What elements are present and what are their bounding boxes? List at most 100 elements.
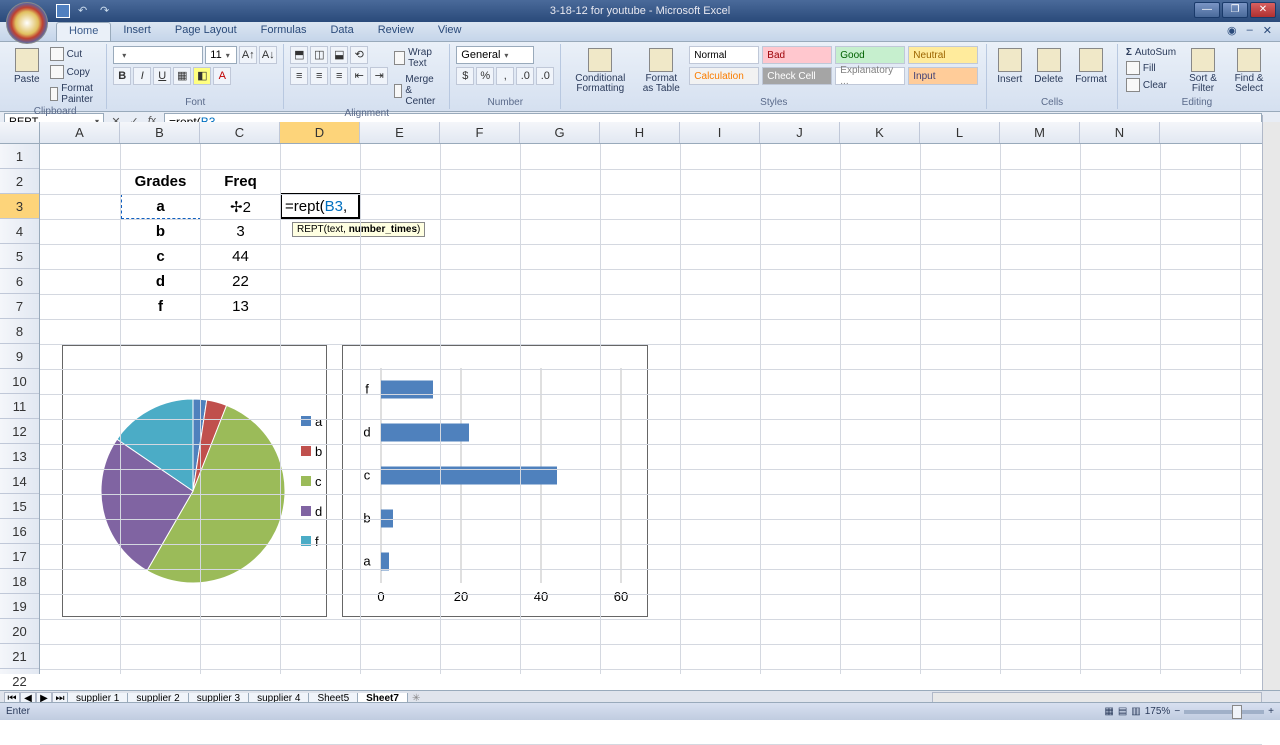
row-header-21[interactable]: 21: [0, 644, 39, 669]
font-name-combo[interactable]: [113, 46, 203, 64]
align-right-button[interactable]: ≡: [330, 67, 348, 85]
comma-button[interactable]: ,: [496, 67, 514, 85]
row-header-15[interactable]: 15: [0, 494, 39, 519]
row-header-3[interactable]: 3: [0, 194, 39, 219]
font-size-combo[interactable]: 11: [205, 46, 237, 64]
col-header-K[interactable]: K: [840, 122, 920, 143]
copy-button[interactable]: Copy: [48, 64, 101, 80]
min-ribbon-icon[interactable]: –: [1247, 24, 1253, 37]
orientation-button[interactable]: ⟲: [350, 46, 368, 64]
row-header-20[interactable]: 20: [0, 619, 39, 644]
col-header-A[interactable]: A: [40, 122, 120, 143]
number-format-combo[interactable]: General: [456, 46, 534, 64]
sort-filter-button[interactable]: Sort & Filter: [1182, 46, 1224, 96]
col-header-I[interactable]: I: [680, 122, 760, 143]
row-header-14[interactable]: 14: [0, 469, 39, 494]
autosum-button[interactable]: ΣAutoSum: [1124, 46, 1178, 59]
save-icon[interactable]: [56, 4, 70, 18]
wrap-text-button[interactable]: Wrap Text: [392, 46, 443, 70]
grow-font-button[interactable]: A↑: [239, 46, 257, 64]
align-bottom-button[interactable]: ⬓: [330, 46, 348, 64]
border-button[interactable]: ▦: [173, 67, 191, 85]
style-good[interactable]: Good: [835, 46, 905, 64]
close-button[interactable]: ✕: [1250, 2, 1276, 18]
row-header-16[interactable]: 16: [0, 519, 39, 544]
row-header-17[interactable]: 17: [0, 544, 39, 569]
format-as-table-button[interactable]: Format as Table: [637, 46, 685, 96]
worksheet-grid[interactable]: ABCDEFGHIJKLMN 1234567891011121314151617…: [0, 122, 1280, 690]
ribbon-tab-data[interactable]: Data: [318, 22, 365, 41]
insert-cells-button[interactable]: Insert: [993, 46, 1026, 87]
row-header-11[interactable]: 11: [0, 394, 39, 419]
indent-inc-button[interactable]: ⇥: [370, 67, 388, 85]
row-header-10[interactable]: 10: [0, 369, 39, 394]
shrink-font-button[interactable]: A↓: [259, 46, 277, 64]
row-header-6[interactable]: 6: [0, 269, 39, 294]
find-select-button[interactable]: Find & Select: [1228, 46, 1270, 96]
col-header-D[interactable]: D: [280, 122, 360, 143]
italic-button[interactable]: I: [133, 67, 151, 85]
align-center-button[interactable]: ≡: [310, 67, 328, 85]
style-bad[interactable]: Bad: [762, 46, 832, 64]
align-left-button[interactable]: ≡: [290, 67, 308, 85]
col-header-F[interactable]: F: [440, 122, 520, 143]
conditional-formatting-button[interactable]: Conditional Formatting: [567, 46, 633, 96]
indent-dec-button[interactable]: ⇤: [350, 67, 368, 85]
row-header-9[interactable]: 9: [0, 344, 39, 369]
ribbon-tab-review[interactable]: Review: [366, 22, 426, 41]
view-layout-icon[interactable]: ▤: [1118, 706, 1127, 717]
style-neutral[interactable]: Neutral: [908, 46, 978, 64]
office-button[interactable]: [6, 2, 48, 44]
row-headers[interactable]: 12345678910111213141516171819202122: [0, 144, 40, 674]
help-icon[interactable]: ◉: [1227, 24, 1237, 37]
col-header-B[interactable]: B: [120, 122, 200, 143]
row-header-2[interactable]: 2: [0, 169, 39, 194]
row-header-18[interactable]: 18: [0, 569, 39, 594]
view-break-icon[interactable]: ▥: [1131, 706, 1140, 717]
fill-color-button[interactable]: ◧: [193, 67, 211, 85]
align-top-button[interactable]: ⬒: [290, 46, 308, 64]
style-calculation[interactable]: Calculation: [689, 67, 759, 85]
row-header-7[interactable]: 7: [0, 294, 39, 319]
col-header-E[interactable]: E: [360, 122, 440, 143]
col-header-N[interactable]: N: [1080, 122, 1160, 143]
col-header-M[interactable]: M: [1000, 122, 1080, 143]
col-header-H[interactable]: H: [600, 122, 680, 143]
redo-icon[interactable]: ↷: [100, 4, 114, 18]
font-color-button[interactable]: A: [213, 67, 231, 85]
zoom-out-icon[interactable]: −: [1174, 706, 1180, 717]
cut-button[interactable]: Cut: [48, 46, 101, 62]
percent-button[interactable]: %: [476, 67, 494, 85]
col-header-C[interactable]: C: [200, 122, 280, 143]
row-header-19[interactable]: 19: [0, 594, 39, 619]
active-cell[interactable]: =rept(B3,: [280, 193, 360, 219]
merge-center-button[interactable]: Merge & Center: [392, 73, 443, 108]
zoom-in-icon[interactable]: +: [1268, 706, 1274, 717]
row-header-5[interactable]: 5: [0, 244, 39, 269]
bold-button[interactable]: B: [113, 67, 131, 85]
inc-decimal-button[interactable]: .0: [516, 67, 534, 85]
quick-access-toolbar[interactable]: ↶ ↷: [56, 4, 114, 18]
maximize-button[interactable]: ❐: [1222, 2, 1248, 18]
ribbon-tab-page-layout[interactable]: Page Layout: [163, 22, 249, 41]
ribbon-tab-home[interactable]: Home: [56, 22, 111, 41]
doc-close-icon[interactable]: ✕: [1263, 24, 1272, 37]
align-middle-button[interactable]: ◫: [310, 46, 328, 64]
row-header-8[interactable]: 8: [0, 319, 39, 344]
ribbon-tab-view[interactable]: View: [426, 22, 474, 41]
format-cells-button[interactable]: Format: [1071, 46, 1111, 87]
bar-chart[interactable]: 0204060fdcba: [342, 345, 648, 617]
style-checkcell[interactable]: Check Cell: [762, 67, 832, 85]
dec-decimal-button[interactable]: .0: [536, 67, 554, 85]
ribbon-tab-insert[interactable]: Insert: [111, 22, 163, 41]
vertical-scrollbar[interactable]: [1262, 122, 1280, 690]
minimize-button[interactable]: —: [1194, 2, 1220, 18]
row-header-12[interactable]: 12: [0, 419, 39, 444]
undo-icon[interactable]: ↶: [78, 4, 92, 18]
style-normal[interactable]: Normal: [689, 46, 759, 64]
paste-button[interactable]: Paste: [10, 46, 44, 87]
view-normal-icon[interactable]: ▦: [1104, 706, 1113, 717]
underline-button[interactable]: U: [153, 67, 171, 85]
zoom-slider[interactable]: [1184, 710, 1264, 714]
col-header-L[interactable]: L: [920, 122, 1000, 143]
